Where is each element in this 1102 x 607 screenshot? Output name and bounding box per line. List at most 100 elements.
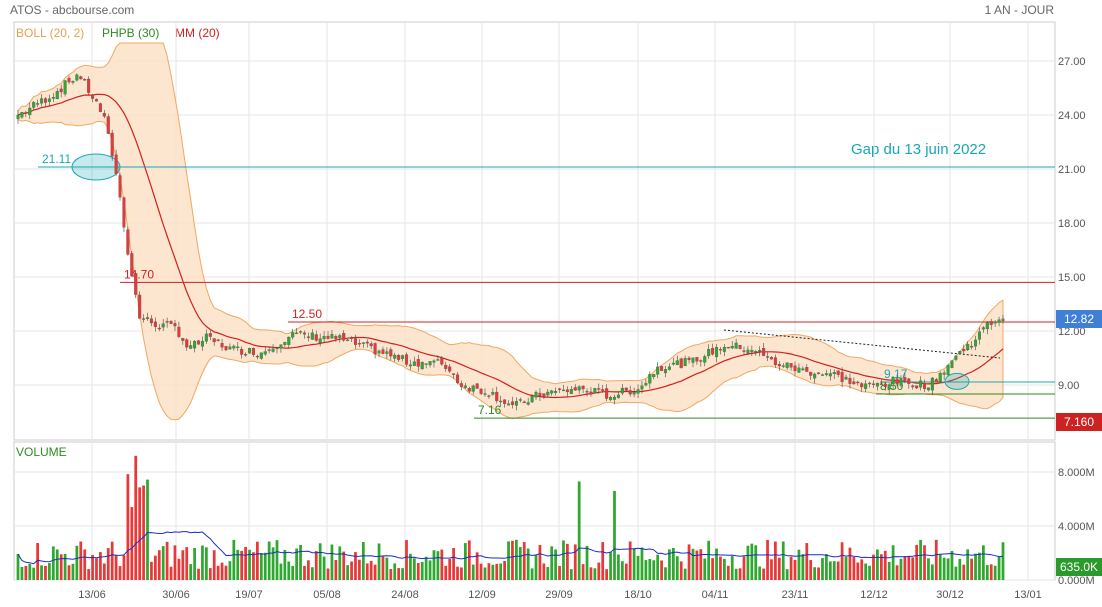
candle-body	[287, 336, 291, 345]
moving-average-line	[17, 93, 1004, 399]
volume-bar	[813, 567, 817, 580]
candle-body	[334, 336, 338, 339]
volume-bar	[389, 568, 393, 580]
candle-body	[809, 371, 813, 376]
candle-body	[236, 346, 240, 348]
volume-panel-frame	[13, 441, 1056, 581]
volume-bar	[774, 541, 777, 580]
candle-body	[754, 351, 758, 353]
candle-body	[640, 385, 644, 390]
candle-body	[777, 364, 781, 367]
candle-body	[671, 362, 675, 365]
candle-body	[569, 389, 573, 395]
volume-bar	[985, 565, 989, 580]
candle-body	[408, 364, 412, 367]
volume-bar	[479, 563, 483, 580]
volume-bar	[126, 474, 130, 580]
volume-bar	[723, 558, 726, 580]
volume-bar	[828, 561, 832, 580]
candle-body	[522, 401, 526, 403]
candle-body	[538, 392, 542, 396]
volume-bar	[785, 569, 789, 580]
volume-bar	[726, 565, 730, 580]
candle-body	[762, 348, 766, 356]
candle-body	[546, 391, 550, 396]
volume-bar	[499, 563, 503, 580]
volume-bar	[220, 562, 224, 580]
volume-bar	[87, 569, 91, 580]
volume-bar	[954, 566, 958, 580]
candle-body	[503, 399, 507, 404]
candle-body	[601, 389, 605, 391]
candle-body	[624, 387, 628, 391]
volume-bar	[283, 549, 287, 580]
volume-bar	[381, 556, 385, 580]
candle-body	[475, 383, 479, 389]
candle-body	[789, 363, 793, 368]
candle-body	[620, 387, 624, 394]
candle-body	[471, 385, 475, 392]
volume-bar	[354, 552, 357, 580]
candle-body	[404, 354, 409, 365]
volume-bar	[550, 546, 554, 580]
volume-bar	[106, 548, 110, 580]
candle-body	[134, 273, 138, 295]
candle-body	[977, 331, 981, 340]
candle-body	[255, 355, 259, 358]
candle-body	[663, 369, 668, 374]
candle-body	[985, 322, 989, 330]
volume-bar	[373, 564, 377, 580]
volume-bar	[581, 564, 585, 580]
volume-bar	[444, 565, 448, 580]
volume-bar	[805, 543, 809, 580]
candle-body	[871, 383, 876, 385]
candle-body	[883, 383, 887, 387]
volume-bar	[204, 547, 208, 580]
period-label[interactable]: 1 AN - JOUR	[984, 3, 1054, 17]
candle-body	[114, 154, 118, 174]
price-tick-label: 21.00	[1058, 164, 1086, 176]
volume-bar	[16, 554, 20, 580]
candle-body	[63, 80, 67, 95]
candle-body	[864, 383, 868, 389]
candle-body	[989, 321, 993, 325]
candle-body	[828, 373, 832, 377]
volume-bar	[821, 558, 824, 580]
volume-bar	[883, 550, 887, 580]
volume-bar	[36, 543, 39, 580]
candle-body	[338, 335, 342, 339]
candle-body	[436, 359, 440, 361]
volume-bar	[601, 542, 605, 580]
volume-bar	[40, 565, 43, 580]
candle-body	[130, 253, 134, 276]
volume-bar	[628, 541, 632, 580]
volume-bar	[719, 556, 722, 580]
x-tick-label: 05/08	[313, 589, 341, 601]
candle-body	[542, 393, 546, 397]
candle-body	[385, 351, 389, 354]
volume-bar	[271, 547, 275, 580]
volume-bar	[122, 555, 126, 580]
candle-body	[797, 367, 801, 373]
volume-bar	[51, 546, 55, 580]
volume-bar	[197, 568, 200, 580]
candle-body	[824, 373, 828, 376]
volume-bar	[730, 556, 734, 580]
candle-body	[189, 345, 193, 349]
candle-body	[930, 377, 934, 391]
volume-bar	[287, 561, 291, 580]
candle-body	[722, 346, 726, 352]
x-tick-label: 13/01	[1014, 589, 1042, 601]
volume-bar	[687, 544, 691, 580]
candle-body	[157, 327, 161, 330]
candle-body	[903, 377, 907, 381]
candle-body	[377, 350, 381, 354]
volume-bar	[982, 545, 985, 580]
candle-body	[440, 357, 444, 365]
volume-bar	[95, 558, 98, 580]
candle-body	[699, 360, 703, 362]
volume-bar	[617, 554, 620, 580]
candle-body	[393, 354, 397, 359]
volume-bar	[946, 558, 950, 580]
price-panel-frame	[13, 21, 1056, 441]
